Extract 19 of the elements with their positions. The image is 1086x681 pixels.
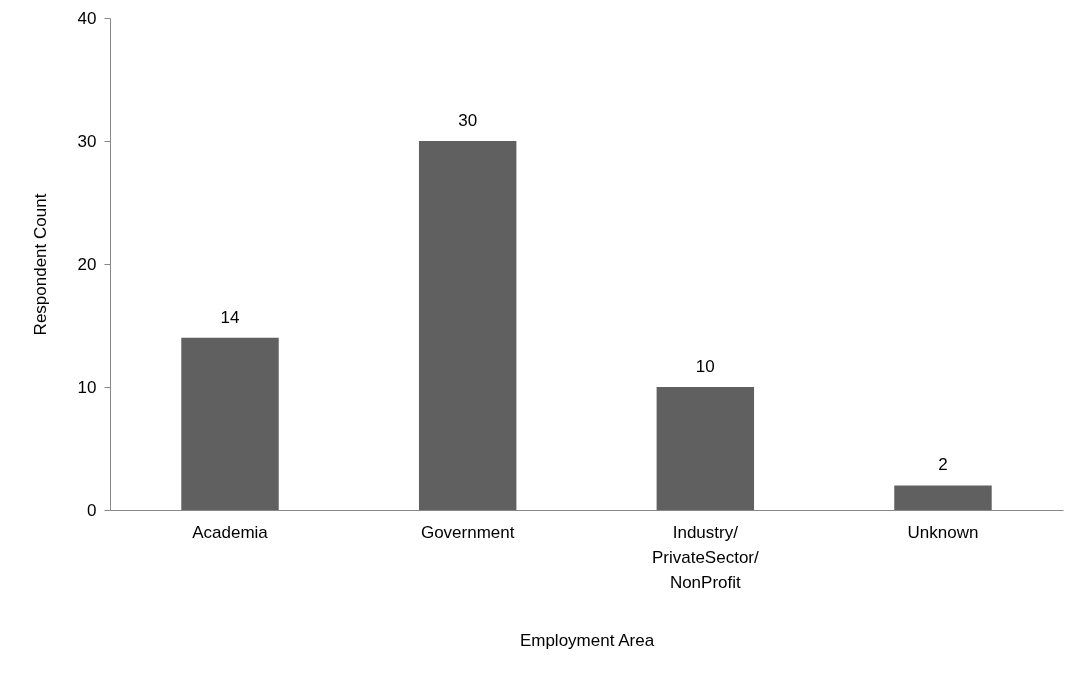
- x-tick-label: Government: [420, 522, 515, 542]
- x-axis-title: Employment Area: [519, 630, 655, 650]
- x-tick-label: Academia: [192, 522, 269, 542]
- x-tick-label: Unknown: [907, 522, 979, 542]
- data-label: 10: [695, 357, 715, 376]
- bar: [181, 337, 279, 510]
- data-label: 2: [938, 455, 948, 475]
- bar: [418, 141, 517, 510]
- y-tick-label: 20: [77, 254, 97, 274]
- y-tick-label: 10: [77, 377, 97, 397]
- bar: [894, 485, 992, 510]
- y-tick-label: 40: [77, 8, 97, 28]
- data-label: 30: [458, 111, 478, 130]
- data-label: 14: [220, 307, 240, 327]
- y-tick-label: 30: [77, 131, 97, 151]
- y-axis-title: Respondent Count: [30, 193, 50, 336]
- y-tick-label: 0: [87, 500, 97, 520]
- x-tick-label: Industry/PrivateSector/NonProfit: [651, 522, 759, 592]
- bar: [656, 387, 755, 510]
